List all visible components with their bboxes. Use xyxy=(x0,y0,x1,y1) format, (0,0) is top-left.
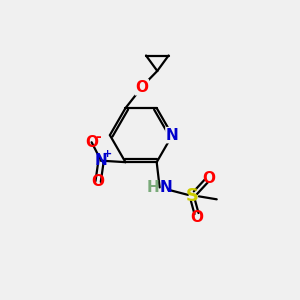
Text: N: N xyxy=(159,180,172,195)
Text: O: O xyxy=(202,171,215,186)
Text: O: O xyxy=(190,210,203,225)
Text: O: O xyxy=(92,174,105,189)
Text: O: O xyxy=(135,80,148,95)
Text: S: S xyxy=(186,187,199,205)
Text: +: + xyxy=(103,149,112,159)
Text: O: O xyxy=(85,135,98,150)
Text: -: - xyxy=(95,130,101,144)
Text: N: N xyxy=(166,128,179,142)
Text: N: N xyxy=(95,153,107,168)
Text: H: H xyxy=(147,180,160,195)
